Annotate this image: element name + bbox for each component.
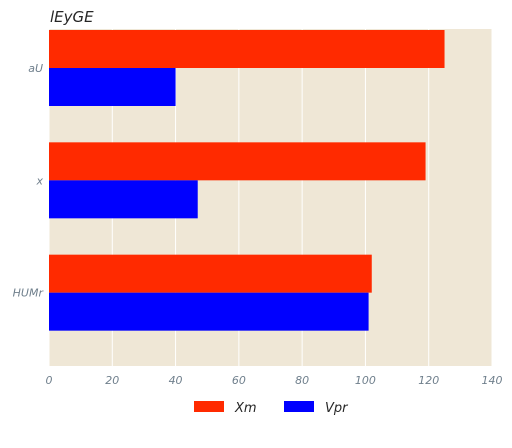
legend-swatch-Vpr <box>284 401 314 412</box>
x-tick-label: 100 <box>355 374 376 387</box>
x-tick-label: 140 <box>482 374 503 387</box>
x-tick-label: 40 <box>169 374 183 387</box>
chart-title: lEyGE <box>50 8 94 26</box>
bar-Vpr-aU <box>49 68 176 106</box>
bar-Xm-x <box>49 142 426 181</box>
bar-Xm-HUMr <box>49 254 372 293</box>
legend: Xm Vpr <box>194 401 349 416</box>
y-tick-labels: aU x HUMr <box>13 62 45 300</box>
bar-Xm-aU <box>49 30 445 68</box>
x-tick-label: 20 <box>105 374 119 387</box>
y-tick-label: HUMr <box>13 287 45 300</box>
legend-label-Xm: Xm <box>234 401 257 416</box>
y-tick-label: aU <box>28 62 43 75</box>
legend-swatch-Xm <box>194 401 224 412</box>
bar-Vpr-x <box>49 180 198 219</box>
bars <box>49 30 445 331</box>
legend-label-Vpr: Vpr <box>325 401 349 416</box>
x-tick-labels: 0 20 40 60 80 100 120 140 <box>46 374 503 387</box>
bar-Vpr-HUMr <box>49 292 369 331</box>
x-tick-label: 120 <box>418 374 439 387</box>
x-tick-label: 80 <box>295 374 309 387</box>
y-tick-label: x <box>35 174 43 187</box>
x-tick-label: 60 <box>232 374 246 387</box>
x-tick-label: 0 <box>46 374 53 387</box>
